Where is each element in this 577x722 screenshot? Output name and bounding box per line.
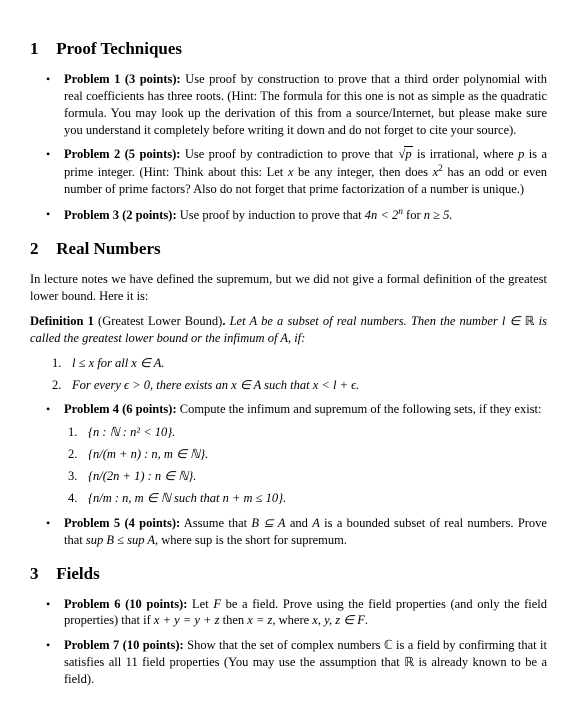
section-1-number: 1 [30,38,52,61]
p4-set-3: 3.{n/(2n + 1) : n ∈ ℕ}. [88,468,547,485]
p5-text-a: Assume that [184,516,252,530]
def1-cond-1: 1.l ≤ x for all x ∈ A. [72,355,547,372]
section-2-heading: 2 Real Numbers [30,238,547,261]
p5-sup: sup B ≤ sup A [86,533,155,547]
p6-c: then [219,613,247,627]
problem-2-text-a: Use proof by contradiction to prove that [185,147,398,161]
problem-4-text: Compute the infimum and supremum of the … [180,402,542,416]
problem-2: Problem 2 (5 points): Use proof by contr… [60,146,547,198]
section-3-heading: 3 Fields [30,563,547,586]
section-3-title: Fields [56,564,99,583]
p6-vars: x, y, z ∈ F [312,613,365,627]
p6-eq2: x = z [247,613,272,627]
problem-5: Problem 5 (4 points): Assume that B ⊆ A … [60,515,547,549]
p6-e: . [365,613,368,627]
problem-2-text-d: be any integer, then does [293,165,432,179]
p5-text-b: and [286,516,313,530]
complex-symbol: ℂ [384,638,393,652]
problem-6-label: Problem 6 (10 points): [64,597,187,611]
problem-3-text-a: Use proof by induction to prove that [180,208,365,222]
definition-1-conditions: 1.l ≤ x for all x ∈ A. 2.For every ϵ > 0… [30,355,547,394]
problem-2-label: Problem 2 (5 points): [64,147,180,161]
p7-a: Show that the set of complex numbers [187,638,384,652]
problem-1: Problem 1 (3 points): Use proof by const… [60,71,547,139]
section-3-problems: Problem 6 (10 points): Let F be a field.… [30,596,547,688]
problem-6: Problem 6 (10 points): Let F be a field.… [60,596,547,630]
x-squared: x2 [433,165,443,179]
cond-n5: n ≥ 5. [424,208,453,222]
p5-rel: B ⊆ A [251,516,285,530]
problem-7-label: Problem 7 (10 points): [64,638,184,652]
section-1-heading: 1 Proof Techniques [30,38,547,61]
section-2-title: Real Numbers [56,239,160,258]
p6-d: , where [272,613,312,627]
definition-1-label: Definition 1 [30,314,94,328]
ineq-4n: 4n < 2n [365,208,403,222]
problem-4: Problem 4 (6 points): Compute the infimu… [60,401,547,506]
p6-F: F [213,597,221,611]
section-1-problems: Problem 1 (3 points): Use proof by const… [30,71,547,224]
p5-text-d: , where sup is the short for supremum. [155,533,347,547]
section-2-intro: In lecture notes we have defined the sup… [30,271,547,305]
problem-7: Problem 7 (10 points): Show that the set… [60,637,547,688]
problem-3-text-b: for [403,208,424,222]
section-2-problems: Problem 4 (6 points): Compute the infimu… [30,401,547,548]
def1-cond-2: 2.For every ϵ > 0, there exists an x ∈ A… [72,377,547,394]
problem-5-label: Problem 5 (4 points): [64,516,180,530]
p4-set-1: 1.{n : ℕ : n² < 10}. [88,424,547,441]
p4-set-4: 4.{n/m : n, m ∈ ℕ such that n + m ≤ 10}. [88,490,547,507]
definition-1-body-a: Let A be a subset of real numbers. Then … [230,314,525,328]
p6-eq1: x + y = y + z [154,613,220,627]
problem-4-label: Problem 4 (6 points): [64,402,177,416]
real-symbol: ℝ [525,314,535,328]
problem-3: Problem 3 (2 points): Use proof by induc… [60,206,547,224]
p6-a: Let [192,597,213,611]
problem-3-label: Problem 3 (2 points): [64,208,177,222]
section-3-number: 3 [30,563,52,586]
real-symbol-2: ℝ [404,655,414,669]
definition-1-name: (Greatest Lower Bound) [94,314,222,328]
section-1-title: Proof Techniques [56,39,182,58]
p5-varA: A [312,516,320,530]
problem-2-text-b: is irrational, where [413,147,518,161]
section-2-number: 2 [30,238,52,261]
problem-1-label: Problem 1 (3 points): [64,72,181,86]
p4-set-2: 2.{n/(m + n) : n, m ∈ ℕ}. [88,446,547,463]
sqrt-p: √p [398,146,413,163]
problem-4-sets: 1.{n : ℕ : n² < 10}. 2.{n/(m + n) : n, m… [64,424,547,507]
definition-1: Definition 1 (Greatest Lower Bound). Let… [30,313,547,347]
